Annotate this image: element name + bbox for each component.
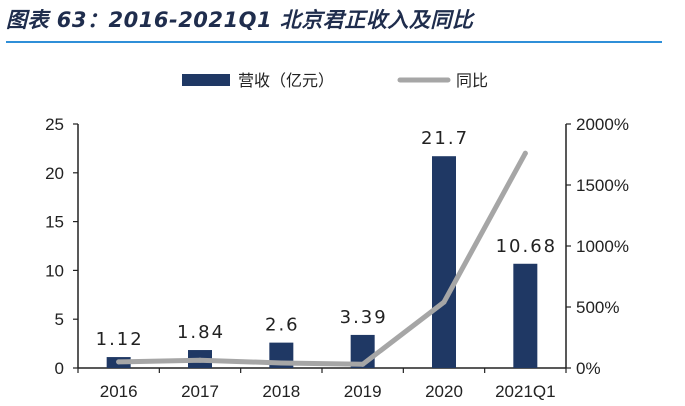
x-tick-label: 2018 xyxy=(262,382,300,401)
line-layer xyxy=(116,150,528,367)
bars xyxy=(106,156,538,368)
axes: 0 5 10 15 20 25 0% 500% 1000% 1500% 2000% 2016 2017 2… xyxy=(45,115,629,401)
chart-title: 图表 63：2016-2021Q1 北京君正收入及同比 xyxy=(6,8,474,32)
left-tick-label: 15 xyxy=(45,213,64,232)
yoy-point-2016 xyxy=(116,359,122,365)
bar-label-2019: 3.39 xyxy=(340,307,388,328)
left-tick-label: 5 xyxy=(55,310,64,329)
yoy-point-2018 xyxy=(278,360,284,366)
legend-line-label: 同比 xyxy=(456,71,488,90)
yoy-point-2021Q1 xyxy=(522,150,528,156)
bar-label-2021Q1: 10.68 xyxy=(496,236,558,257)
bar-label-2017: 1.84 xyxy=(177,322,225,343)
x-tick-label: 2021Q1 xyxy=(495,382,556,401)
legend: 营收（亿元） 同比 xyxy=(182,71,488,90)
left-tick-label: 25 xyxy=(45,115,64,134)
right-tick-label: 2000% xyxy=(576,115,629,134)
left-tick-label: 20 xyxy=(45,164,64,183)
x-tick-label: 2019 xyxy=(344,382,382,401)
labels: 1.12 1.84 2.6 3.39 21.7 10.68 xyxy=(96,128,558,350)
x-tick-label: 2017 xyxy=(181,382,219,401)
legend-bar-label: 营收（亿元） xyxy=(238,71,334,90)
x-tick-label: 2016 xyxy=(100,382,138,401)
left-tick-label: 10 xyxy=(45,261,64,280)
left-tick-label: 0 xyxy=(55,359,64,378)
yoy-point-2020 xyxy=(441,299,447,305)
right-tick-label: 0% xyxy=(576,359,601,378)
title-divider xyxy=(6,41,662,43)
bar-label-2018: 2.6 xyxy=(265,315,300,336)
bar-2021Q1 xyxy=(513,263,538,368)
right-tick-label: 500% xyxy=(576,298,619,317)
bar-2020 xyxy=(432,156,456,368)
yoy-point-2017 xyxy=(197,357,203,363)
yoy-point-2019 xyxy=(360,361,366,367)
bar-label-2020: 21.7 xyxy=(421,128,469,149)
yoy-line xyxy=(116,150,528,367)
right-tick-label: 1000% xyxy=(576,237,629,256)
bar-label-2016: 1.12 xyxy=(96,329,144,350)
legend-bar-swatch xyxy=(182,74,230,86)
x-tick-label: 2020 xyxy=(425,382,463,401)
right-tick-label: 1500% xyxy=(576,176,629,195)
